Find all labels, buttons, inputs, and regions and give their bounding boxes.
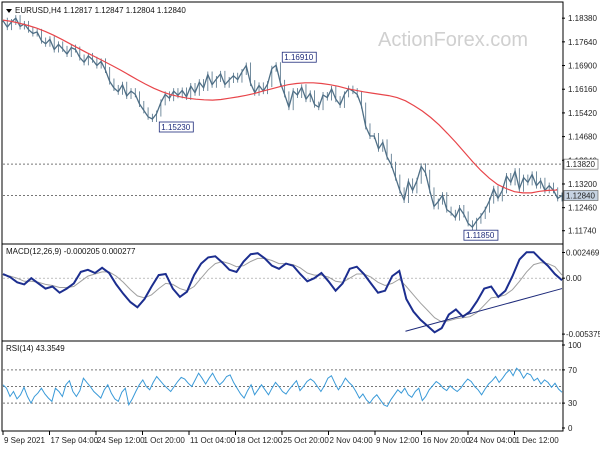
- price-tag-label: 1.12840: [566, 192, 595, 201]
- pivot-label-box: [463, 229, 499, 241]
- rsi-layer: 100 70 30 0: [2, 341, 582, 433]
- y-tick-label: 1.15420: [568, 109, 597, 118]
- y-tick-label: 30: [568, 399, 577, 408]
- y-tick-label: 100: [568, 341, 582, 350]
- pivot-label-box: [158, 121, 194, 133]
- macd-title: MACD(12,26,9) -0.000205 0.000277: [6, 247, 136, 256]
- macd-pane-frame: [1, 243, 564, 342]
- collapse-triangle-icon[interactable]: [6, 9, 12, 13]
- price-tag-label: 1.13820: [566, 160, 595, 169]
- y-tick-label: 70: [568, 366, 577, 375]
- x-tick-label: 2 Nov 04:00: [330, 436, 374, 445]
- pivot-label: 1.15230: [161, 123, 190, 132]
- rsi-pane-frame: [1, 340, 564, 432]
- price-title-group: EURUSD,H4 1.12817 1.12847 1.12804 1.1284…: [6, 6, 186, 15]
- rsi-title: RSI(14) 43.3549: [6, 344, 65, 353]
- y-tick-label: -0.005375: [566, 330, 600, 339]
- y-tick-label: 1.18380: [568, 14, 597, 23]
- x-tick-label: 11 Oct 04:00: [190, 436, 236, 445]
- y-tick-label: 1.17640: [568, 38, 597, 47]
- watermark: ActionForex.com: [378, 29, 528, 51]
- price-series-line: [2, 17, 563, 229]
- macd-trendline: [405, 288, 563, 332]
- pivot-label: 1.11850: [466, 231, 495, 240]
- y-tick-label: 1.13200: [568, 180, 597, 189]
- pivot-label: 1.16910: [284, 53, 313, 62]
- x-tick-label: 9 Sep 2021: [4, 436, 45, 445]
- x-tick-label: 9 Nov 12:00: [376, 436, 420, 445]
- x-tick-label: 18 Oct 12:00: [237, 436, 283, 445]
- y-tick-label: 1.16160: [568, 85, 597, 94]
- macd-line: [2, 251, 563, 334]
- x-tick-label: 16 Nov 20:00: [423, 436, 471, 445]
- x-tick-label: 1 Oct 20:00: [144, 436, 186, 445]
- y-tick-label: 1.11740: [568, 227, 597, 236]
- price-tag-box: [563, 190, 599, 201]
- y-tick-label: 1.12460: [568, 204, 597, 213]
- x-axis: 9 Sep 2021 17 Sep 04:0024 Sep 12:001 Oct …: [2, 431, 560, 445]
- y-tick-label: 0.00: [566, 274, 582, 283]
- price-tag-box: [563, 158, 599, 170]
- x-tick-label: 17 Sep 04:00: [51, 436, 99, 445]
- sma-series-line: [2, 19, 557, 194]
- price-title: EURUSD,H4 1.12817 1.12847 1.12804 1.1284…: [15, 6, 186, 15]
- y-tick-label: 1.14680: [568, 133, 597, 142]
- macd-layer: 0.002469 0.00 -0.005375: [2, 248, 600, 339]
- macd-signal-line: [2, 257, 563, 323]
- x-tick-label: 24 Sep 12:00: [97, 436, 145, 445]
- x-tick-label: 1 Dec 12:00: [516, 436, 560, 445]
- y-tick-label: 1.16900: [568, 62, 597, 71]
- x-tick-label: 25 Oct 20:00: [283, 436, 329, 445]
- price-layer: 1.18380 1.17640 1.16900 1.16160 1.15420 1.146…: [2, 14, 599, 241]
- y-tick-label: 0: [568, 424, 573, 433]
- y-tick-label: 0.002469: [566, 248, 600, 257]
- x-tick-label: 24 Nov 04:00: [469, 436, 517, 445]
- pivot-label-box: [281, 51, 317, 63]
- rsi-line: [2, 367, 563, 408]
